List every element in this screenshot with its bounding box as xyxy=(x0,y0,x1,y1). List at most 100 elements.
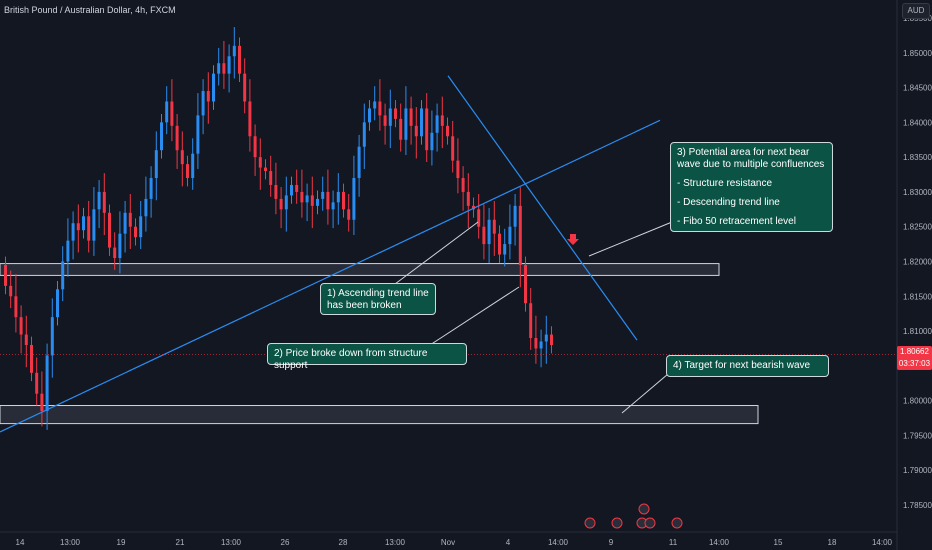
candle-body xyxy=(388,108,392,126)
note1-line2: has been broken xyxy=(327,300,402,311)
candle-body xyxy=(154,150,158,179)
candle-body xyxy=(264,167,267,172)
price-zones xyxy=(0,263,759,425)
candle-body xyxy=(440,115,444,126)
candle-body xyxy=(373,101,377,109)
candle-body xyxy=(492,219,496,234)
currency-badge[interactable]: AUD xyxy=(902,3,930,19)
price-tick-label: 1.81500 xyxy=(903,292,932,301)
candle-body xyxy=(248,101,252,137)
time-tick-label: 4 xyxy=(506,538,511,547)
candle-body xyxy=(466,191,470,206)
candle-body xyxy=(14,296,18,318)
candle-body xyxy=(336,191,340,203)
candle-body xyxy=(35,372,39,394)
candle-body xyxy=(227,56,231,74)
candle-body xyxy=(362,122,366,147)
candle-body xyxy=(201,91,205,116)
candle-body xyxy=(206,91,210,102)
candle-body xyxy=(284,195,288,210)
candle-body xyxy=(108,212,111,248)
candle-body xyxy=(482,226,486,245)
candle-body xyxy=(40,393,44,412)
price-tick-label: 1.82500 xyxy=(903,223,932,232)
candle-body xyxy=(123,212,127,234)
price-tick-label: 1.83500 xyxy=(903,153,932,162)
price-tick-label: 1.84500 xyxy=(903,84,932,93)
candle-body xyxy=(316,198,319,206)
candle-body xyxy=(331,202,335,210)
note-structure-break: 2) Price broke down from structure suppo… xyxy=(267,343,467,371)
candle-body xyxy=(518,205,522,265)
candle-body xyxy=(305,195,309,203)
candle-body xyxy=(487,219,491,245)
time-tick-label: 18 xyxy=(828,538,837,547)
candle-body xyxy=(113,247,117,259)
candle-body xyxy=(503,244,507,255)
candles xyxy=(4,27,553,430)
candle-body xyxy=(19,317,23,335)
candle-body xyxy=(414,125,418,137)
chart-markers xyxy=(567,234,683,529)
candle-body xyxy=(342,191,345,210)
time-tick-label: 14 xyxy=(16,538,25,547)
candle-body xyxy=(534,338,538,349)
candle-body xyxy=(409,108,413,126)
candle-body xyxy=(539,341,543,349)
candle-body xyxy=(212,73,215,102)
note3-item1: - Structure resistance xyxy=(677,178,773,189)
note1-leader xyxy=(394,221,479,285)
candle-body xyxy=(222,63,226,74)
time-tick-label: 19 xyxy=(117,538,126,547)
price-tick-label: 1.79500 xyxy=(903,431,932,440)
target-zone xyxy=(0,405,759,425)
candle-body xyxy=(180,150,184,165)
candle-body xyxy=(139,216,143,238)
candle-body xyxy=(118,233,122,259)
candle-body xyxy=(321,191,325,199)
candle-body xyxy=(498,233,501,255)
candle-body xyxy=(477,209,481,227)
candle-body xyxy=(66,240,70,262)
time-tick-label: 21 xyxy=(176,538,185,547)
time-tick-label: 13:00 xyxy=(221,538,242,547)
price-axis: 1.855001.850001.845001.840001.835001.830… xyxy=(896,0,932,550)
time-tick-label: 15 xyxy=(774,538,783,547)
time-tick-label: 11 xyxy=(669,538,678,547)
candle-body xyxy=(92,209,96,241)
candle-body xyxy=(513,205,517,227)
candle-body xyxy=(420,108,423,137)
candle-body xyxy=(243,73,247,102)
note1-line1: 1) Ascending trend line xyxy=(327,288,429,299)
candle-body xyxy=(461,178,465,192)
time-tick-label: 14:00 xyxy=(548,538,569,547)
sell-arrow-icon xyxy=(567,234,579,245)
candle-body xyxy=(404,108,408,140)
annotation-leaders xyxy=(0,221,897,414)
candle-body xyxy=(269,171,273,185)
candle-body xyxy=(50,317,54,356)
time-tick-label: 9 xyxy=(609,538,614,547)
price-tick-label: 1.81000 xyxy=(903,327,932,336)
economic-event-icon xyxy=(638,503,650,515)
time-tick-label: Nov xyxy=(441,538,455,547)
note-target: 4) Target for next bearish wave xyxy=(666,355,829,377)
candle-body xyxy=(456,160,460,179)
last-price-tag: 1.80662 03:37:03 xyxy=(897,346,932,370)
time-tick-label: 14:00 xyxy=(709,538,730,547)
economic-event-icon xyxy=(611,517,623,529)
price-tick-label: 1.79000 xyxy=(903,466,932,475)
candle-body xyxy=(175,125,179,151)
candle-body xyxy=(550,334,553,345)
note3-item3: - Fibo 50 retracement level xyxy=(677,216,796,227)
note-trendline-broken: 1) Ascending trend line has been broken xyxy=(320,283,436,315)
candle-body xyxy=(435,115,439,133)
candle-body xyxy=(170,101,174,126)
candle-body xyxy=(134,226,137,238)
time-tick-label: 13:00 xyxy=(385,538,406,547)
candle-body xyxy=(430,132,434,151)
candle-body xyxy=(61,261,65,290)
note3-item2: - Descending trend line xyxy=(677,197,780,208)
candle-body xyxy=(368,108,371,123)
